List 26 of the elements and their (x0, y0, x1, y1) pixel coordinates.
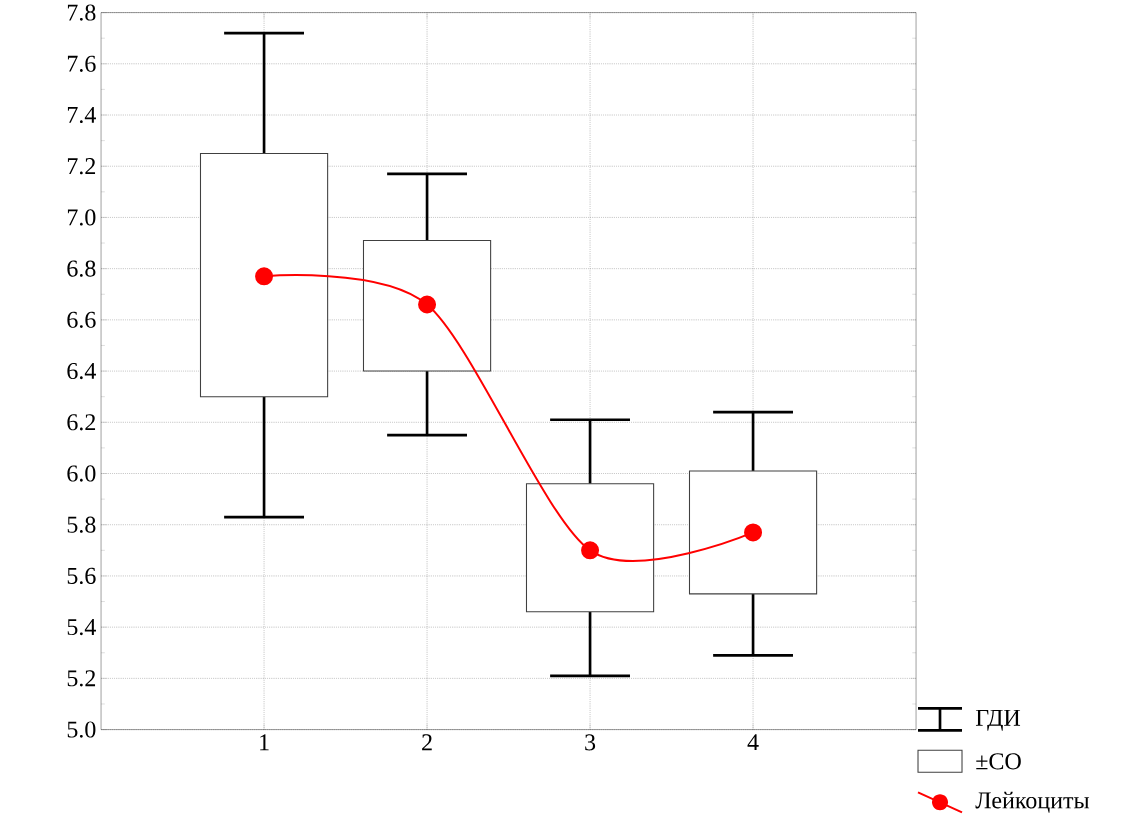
y-tick-label: 5.0 (67, 721, 96, 738)
y-tick-label: 5.6 (67, 567, 96, 584)
point (744, 523, 763, 542)
x-tick-label: 3 (585, 734, 596, 751)
y-tick-label: 6.4 (67, 362, 96, 380)
y-tick-label: 6.8 (67, 260, 96, 277)
legend-label: Лейкоциты (975, 791, 1090, 813)
point (581, 541, 600, 560)
x-tick-label: 1 (260, 734, 269, 750)
x-tick-label: 4 (747, 734, 759, 750)
point (418, 295, 437, 314)
y-tick-label: 7.6 (67, 55, 96, 72)
y-tick-label: 5.2 (67, 670, 96, 687)
y-tick-label: 7.8 (67, 4, 96, 21)
y-tick-label: 5.4 (67, 618, 96, 636)
y-tick-label: 6.6 (67, 311, 96, 328)
y-tick-label: 7.4 (67, 106, 96, 123)
x-tick-label: 2 (422, 734, 432, 751)
text: ±СО (976, 753, 1021, 770)
y-tick-label: 6.2 (67, 414, 96, 431)
point (255, 267, 274, 286)
y-tick-label: 5.8 (67, 516, 96, 533)
y-tick-label: 7.2 (67, 157, 96, 175)
text: ГДИ (975, 709, 1021, 731)
y-tick-label: 6.0 (67, 465, 96, 482)
y-tick-label: 7.0 (67, 209, 96, 226)
